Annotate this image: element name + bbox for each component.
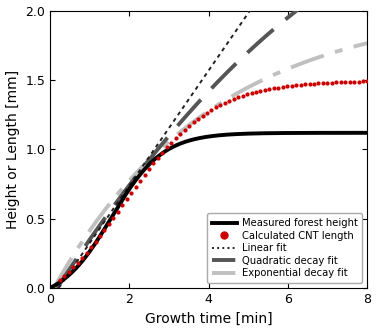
Point [284, 84, 290, 89]
Point [267, 86, 273, 92]
Point [133, 184, 139, 189]
Point [360, 79, 366, 84]
Point [351, 79, 357, 84]
Point [316, 81, 322, 86]
Point [231, 96, 237, 102]
Point [97, 233, 103, 238]
Point [248, 90, 254, 96]
Point [186, 123, 192, 128]
Point [177, 131, 183, 136]
Point [79, 255, 85, 260]
Point [146, 166, 152, 171]
Point [320, 80, 326, 86]
Point [289, 83, 295, 88]
Point [70, 265, 76, 270]
Point [195, 116, 201, 121]
Point [257, 88, 264, 94]
Point [280, 84, 286, 89]
Point [293, 82, 299, 88]
Point [262, 87, 268, 93]
Point [106, 221, 112, 226]
Point [159, 150, 166, 155]
Point [66, 269, 72, 274]
Point [365, 79, 371, 84]
Point [182, 127, 188, 132]
Point [213, 105, 219, 110]
Point [329, 80, 335, 85]
Point [92, 239, 98, 244]
Point [164, 145, 170, 150]
Point [217, 102, 223, 108]
Point [235, 95, 241, 100]
Point [110, 215, 116, 220]
Point [342, 79, 348, 85]
Point [253, 89, 259, 95]
Point [324, 80, 330, 85]
Point [356, 79, 362, 84]
Point [57, 277, 63, 283]
Point [338, 79, 344, 85]
Point [271, 86, 277, 91]
Point [191, 119, 197, 125]
Point [124, 197, 130, 202]
Point [208, 107, 215, 113]
Point [119, 203, 125, 208]
Point [333, 80, 339, 85]
Point [240, 93, 246, 99]
Point [61, 273, 67, 279]
Point [168, 140, 174, 145]
Legend: Measured forest height, Calculated CNT length, Linear fit, Quadratic decay fit, : Measured forest height, Calculated CNT l… [207, 213, 362, 283]
Point [155, 155, 161, 161]
Point [275, 85, 281, 90]
Point [84, 250, 90, 255]
Point [244, 92, 250, 97]
Point [150, 161, 156, 166]
Point [307, 81, 313, 87]
Y-axis label: Height or Length [mm]: Height or Length [mm] [6, 70, 20, 229]
Point [302, 82, 308, 87]
Point [222, 100, 228, 106]
Point [226, 98, 232, 104]
Point [199, 113, 205, 118]
Point [137, 178, 143, 183]
Point [75, 260, 81, 265]
Point [204, 110, 210, 115]
Point [173, 135, 179, 141]
Point [297, 82, 303, 87]
Point [101, 227, 107, 233]
Point [346, 79, 352, 84]
Point [142, 172, 148, 177]
Point [311, 81, 317, 86]
Point [88, 245, 94, 250]
Point [115, 209, 121, 214]
X-axis label: Growth time [min]: Growth time [min] [145, 311, 273, 325]
Point [128, 190, 134, 196]
